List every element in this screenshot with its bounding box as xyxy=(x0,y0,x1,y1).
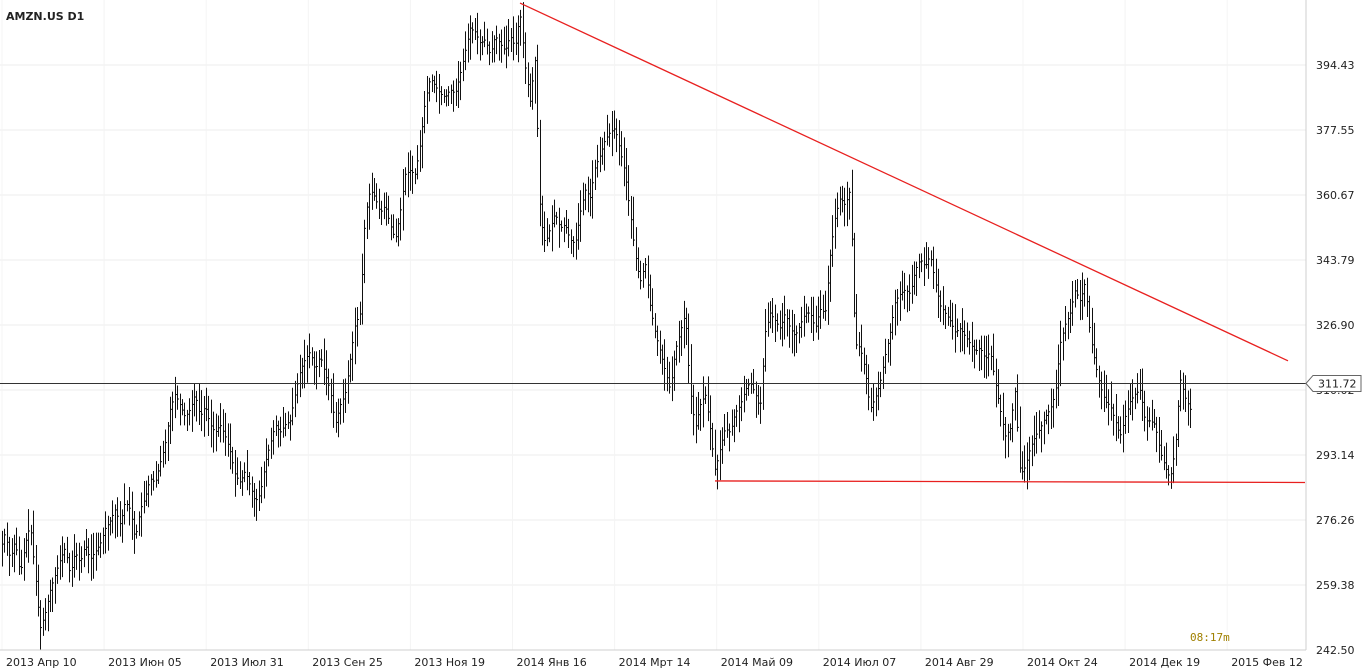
x-tick-label: 2014 Окт 24 xyxy=(1027,656,1098,669)
current-price-marker: 311.72 xyxy=(1305,374,1362,392)
y-tick-label: 360.67 xyxy=(1316,189,1355,202)
x-tick-label: 2014 Май 09 xyxy=(721,656,793,669)
y-tick-label: 394.43 xyxy=(1316,59,1355,72)
y-tick-label: 242.50 xyxy=(1316,644,1355,657)
time-axis: 2013 Апр 10 2013 Июн 05 2013 Июл 31 2013 Се… xyxy=(6,656,1303,669)
x-tick-label: 2013 Июн 05 xyxy=(108,656,182,669)
x-tick-label: 2013 Сен 25 xyxy=(312,656,383,669)
y-tick-label: 259.38 xyxy=(1316,579,1355,592)
x-tick-label: 2013 Июл 31 xyxy=(210,656,284,669)
x-tick-label: 2013 Ноя 19 xyxy=(414,656,485,669)
x-tick-label: 2014 Авг 29 xyxy=(925,656,994,669)
x-tick-label: 2014 Янв 16 xyxy=(517,656,587,669)
y-tick-label: 293.14 xyxy=(1316,449,1355,462)
trendlines[interactable] xyxy=(519,2,1306,484)
trendline[interactable] xyxy=(714,480,1306,484)
x-tick-label: 2014 Июл 07 xyxy=(823,656,897,669)
y-tick-label: 326.90 xyxy=(1316,319,1355,332)
y-tick-label: 276.26 xyxy=(1316,514,1355,527)
y-tick-label: 343.79 xyxy=(1316,254,1355,267)
current-price-label: 311.72 xyxy=(1318,377,1357,390)
y-tick-label: 377.55 xyxy=(1316,124,1355,137)
bar-timer: 08:17m xyxy=(1190,631,1230,644)
x-tick-label: 2014 Дек 19 xyxy=(1129,656,1200,669)
x-tick-label: 2014 Мрт 14 xyxy=(619,656,691,669)
x-tick-label: 2013 Апр 10 xyxy=(6,656,77,669)
x-tick-label: 2015 Фев 12 xyxy=(1231,656,1303,669)
trendline[interactable] xyxy=(519,2,1289,362)
price-tag-box xyxy=(1305,374,1362,392)
chart-title: AMZN.US D1 xyxy=(6,10,84,23)
price-bars xyxy=(2,2,1192,651)
